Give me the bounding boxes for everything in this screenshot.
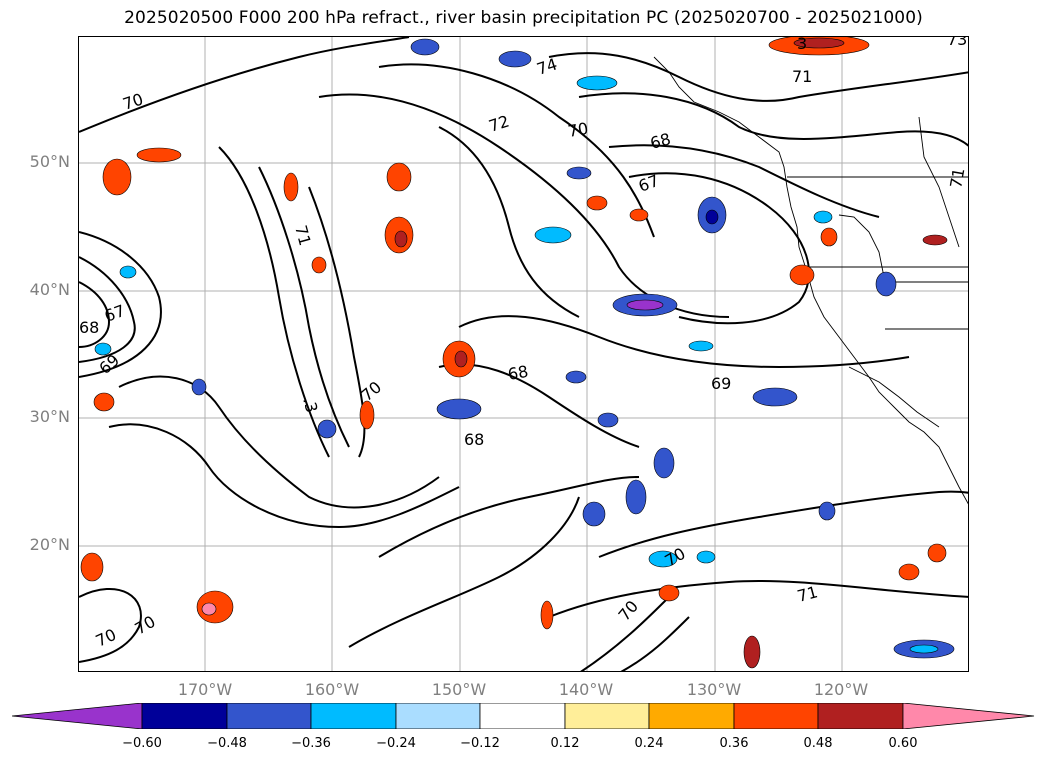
lon-label-170w: 170°W — [177, 680, 233, 699]
colorbar-bin — [648, 703, 735, 729]
colorbar-bin — [479, 703, 566, 729]
contour-label: 70 — [615, 597, 643, 625]
contour-label: 69 — [711, 374, 731, 393]
contour-label: 71 — [795, 582, 820, 606]
colorbar-tick: 0.24 — [634, 736, 664, 751]
map-panel[interactable]: 70 74 72 70 68 67 73 71 3 71 67 68 69 68… — [78, 36, 969, 672]
contour-label: 71 — [291, 223, 315, 248]
colorbar-max-arrow — [902, 703, 1035, 729]
contour-label: 68 — [464, 430, 484, 449]
colorbar-tick: 0.12 — [550, 736, 580, 751]
lon-label-140w: 140°W — [558, 680, 614, 699]
colorbar-bin — [141, 703, 228, 729]
map-title: 2025020500 F000 200 hPa refract., river … — [124, 8, 923, 28]
contour-label: 3 — [797, 37, 807, 53]
colorbar-bin — [733, 703, 819, 729]
contour-label: 74 — [534, 54, 559, 78]
colorbar-tick: −0.12 — [460, 736, 500, 751]
contour-labels: 70 74 72 70 68 67 73 71 3 71 67 68 69 68… — [79, 37, 968, 651]
contour-label: .3 — [299, 395, 321, 415]
lon-label-160w: 160°W — [304, 680, 360, 699]
colorbar-tick: 0.48 — [803, 736, 833, 751]
colorbar-bin — [395, 703, 481, 729]
refractivity-contours — [79, 37, 968, 671]
lat-label-50n: 50°N — [29, 152, 70, 171]
contour-label: 71 — [946, 166, 968, 189]
colorbar-tick: −0.60 — [122, 736, 162, 751]
contour-label: 70 — [93, 625, 119, 651]
lon-label-130w: 130°W — [686, 680, 742, 699]
colorbar-tick: −0.48 — [207, 736, 247, 751]
lat-label-40n: 40°N — [29, 280, 70, 299]
colorbar-min-arrow — [12, 703, 143, 729]
contour-label: 73 — [947, 37, 967, 49]
colorbar-tick: −0.24 — [376, 736, 416, 751]
lon-label-150w: 150°W — [431, 680, 487, 699]
contour-label: 67 — [102, 301, 128, 326]
contour-label: 68 — [79, 318, 99, 337]
colorbar-tick: 0.60 — [888, 736, 918, 751]
colorbar — [12, 703, 1035, 729]
colorbar-tick: 0.36 — [719, 736, 749, 751]
contour-label: 70 — [120, 89, 145, 113]
coastlines — [653, 56, 968, 505]
map-canvas: 70 74 72 70 68 67 73 71 3 71 67 68 69 68… — [79, 37, 968, 671]
contour-label: 71 — [792, 67, 812, 86]
lat-label-30n: 30°N — [29, 407, 70, 426]
colorbar-bin — [226, 703, 312, 729]
contour-label: 68 — [648, 129, 673, 153]
colorbar-bin — [310, 703, 397, 729]
lat-label-20n: 20°N — [29, 535, 70, 554]
colorbar-bin — [564, 703, 650, 729]
precipitation-patches — [80, 37, 955, 669]
graticule — [79, 37, 968, 671]
contour-label: 68 — [506, 362, 529, 384]
contour-label: 70 — [566, 119, 589, 141]
lon-label-120w: 120°W — [813, 680, 869, 699]
contour-label: 72 — [486, 111, 511, 135]
colorbar-tick: −0.36 — [291, 736, 331, 751]
colorbar-bin — [817, 703, 904, 729]
